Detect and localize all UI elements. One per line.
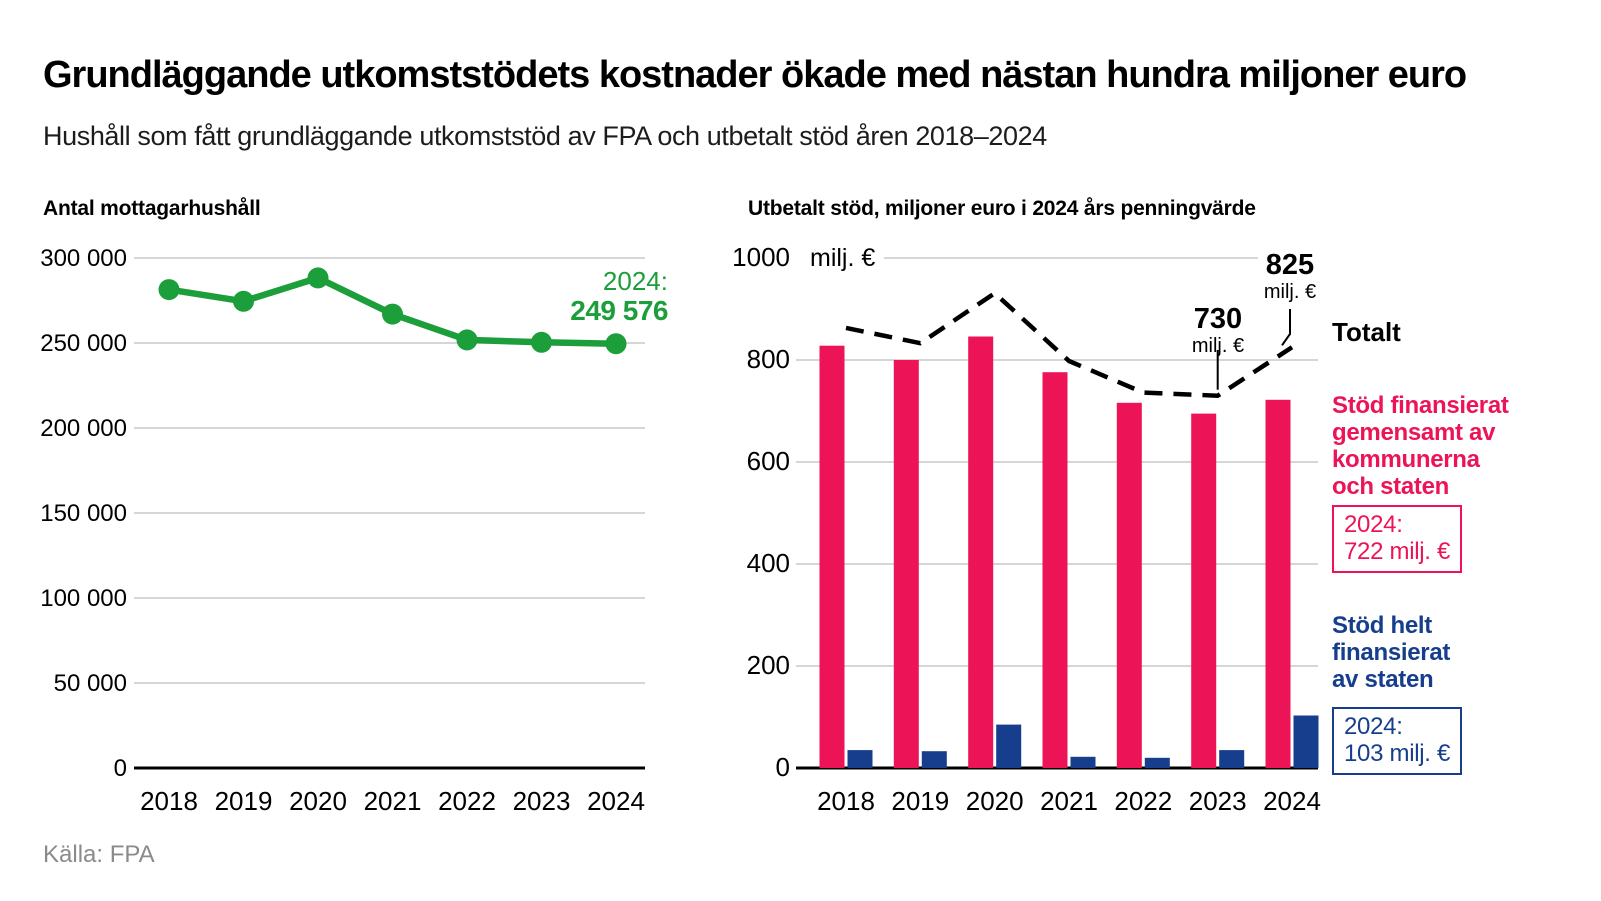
left-x-tick-label: 2021 [364, 786, 422, 816]
right-x-tick-label: 2024 [1263, 786, 1321, 816]
right-y-tick-label: 200 [747, 650, 790, 680]
municipal-state-2024-box-label: 2024: [1344, 511, 1403, 538]
state-only-bar [1293, 715, 1319, 768]
right-y-tick-label: 0 [776, 752, 790, 782]
right-x-tick-label: 2018 [817, 786, 875, 816]
state-only-bar [1070, 756, 1096, 768]
total-2023-annotation: 730 milj. € [1160, 304, 1276, 358]
state-only-2024-box-label: 2024: [1344, 713, 1403, 740]
state-only-bar [847, 750, 873, 768]
left-y-tick-label: 100 000 [40, 585, 127, 612]
right-x-tick-label: 2019 [891, 786, 949, 816]
municipal-state-2024-box-value: 722 milj. € [1344, 538, 1451, 565]
left-y-tick-label: 200 000 [40, 415, 127, 442]
left-x-tick-label: 2019 [215, 786, 273, 816]
municipal-state-bar [1042, 372, 1068, 768]
left-y-tick-label: 150 000 [40, 500, 127, 527]
total-2024-leader-line [1281, 309, 1291, 346]
left-y-tick-label: 50 000 [54, 670, 127, 697]
recipients-point [307, 267, 329, 289]
total-series-label: Totalt [1332, 317, 1401, 347]
recipients-point [531, 331, 552, 353]
left-y-tick-label: 250 000 [40, 330, 127, 357]
legend-state-only-line: av staten [1332, 666, 1434, 693]
legend-municipal-state-line: gemensamt av [1332, 419, 1496, 446]
total-2023-annotation-unit: milj. € [1191, 335, 1245, 357]
left-x-tick-label: 2018 [140, 786, 198, 816]
legend-municipal-state-line: och staten [1332, 473, 1450, 500]
right-y-axis-unit-label: milj. € [810, 244, 875, 272]
right-x-tick-label: 2022 [1114, 786, 1172, 816]
municipal-state-2024-value-box: 2024: 722 milj. € [1332, 505, 1463, 573]
state-only-bar [1144, 757, 1170, 768]
right-x-tick-label: 2023 [1189, 786, 1247, 816]
recipients-point [456, 329, 478, 351]
state-only-2024-box-value: 103 milj. € [1344, 740, 1451, 767]
municipal-state-bar [893, 360, 919, 768]
left-x-tick-label: 2023 [513, 786, 571, 816]
recipients-2024-annotation: 2024: 249 576 [480, 266, 668, 326]
legend-state-only-line: Stöd helt [1332, 612, 1432, 639]
total-2024-annotation: 825 milj. € [1232, 250, 1348, 304]
recipients-point [382, 303, 403, 325]
left-y-tick-label: 0 [114, 755, 127, 782]
municipal-state-bar [819, 345, 845, 768]
left-chart-title: Antal mottagarhushåll [43, 197, 261, 220]
right-y-tick-label: 800 [747, 344, 790, 374]
total-2024-annotation-value: 825 [1265, 249, 1315, 281]
legend-state-only: Stöd helt finansierat av staten [1332, 612, 1542, 693]
page-title: Grundläggande utkomststödets kostnader ö… [43, 54, 1467, 96]
left-y-tick-label: 300 000 [40, 245, 127, 272]
right-y-tick-label: 400 [747, 548, 790, 578]
legend-municipal-state: Stöd finansierat gemensamt av kommunerna… [1332, 392, 1542, 500]
legend-state-only-line: finansierat [1332, 639, 1451, 666]
state-only-2024-value-box: 2024: 103 milj. € [1332, 707, 1463, 775]
state-only-bar [1219, 750, 1245, 768]
recipients-point [158, 279, 180, 301]
left-x-tick-label: 2024 [587, 786, 645, 816]
right-chart-title: Utbetalt stöd, miljoner euro i 2024 års … [748, 197, 1256, 220]
recipients-point [233, 290, 254, 312]
page-subtitle: Hushåll som fått grundläggande utkomstst… [43, 121, 1047, 151]
recipients-2024-annotation-value: 249 576 [570, 295, 668, 326]
state-only-bar [996, 724, 1022, 768]
municipal-state-bar [1265, 399, 1291, 768]
municipal-state-bar [1191, 413, 1217, 768]
right-x-tick-label: 2021 [1040, 786, 1098, 816]
total-2023-annotation-value: 730 [1193, 303, 1243, 335]
municipal-state-bar [968, 336, 994, 768]
state-only-bar [921, 751, 947, 768]
left-x-tick-label: 2022 [438, 786, 496, 816]
right-y-tick-label: 600 [747, 446, 790, 476]
legend-municipal-state-line: kommunerna [1332, 446, 1480, 473]
left-x-tick-label: 2020 [289, 786, 347, 816]
total-2024-annotation-unit: milj. € [1263, 281, 1317, 303]
source-note: Källa: FPA [43, 841, 155, 868]
right-x-tick-label: 2020 [966, 786, 1024, 816]
recipients-2024-annotation-label: 2024: [602, 266, 668, 296]
municipal-state-bar [1116, 402, 1142, 768]
right-y-tick-label: 1000 [732, 242, 790, 272]
legend-municipal-state-line: Stöd finansierat [1332, 392, 1509, 419]
recipients-point [605, 333, 627, 355]
total-dashed-line [845, 290, 1294, 398]
